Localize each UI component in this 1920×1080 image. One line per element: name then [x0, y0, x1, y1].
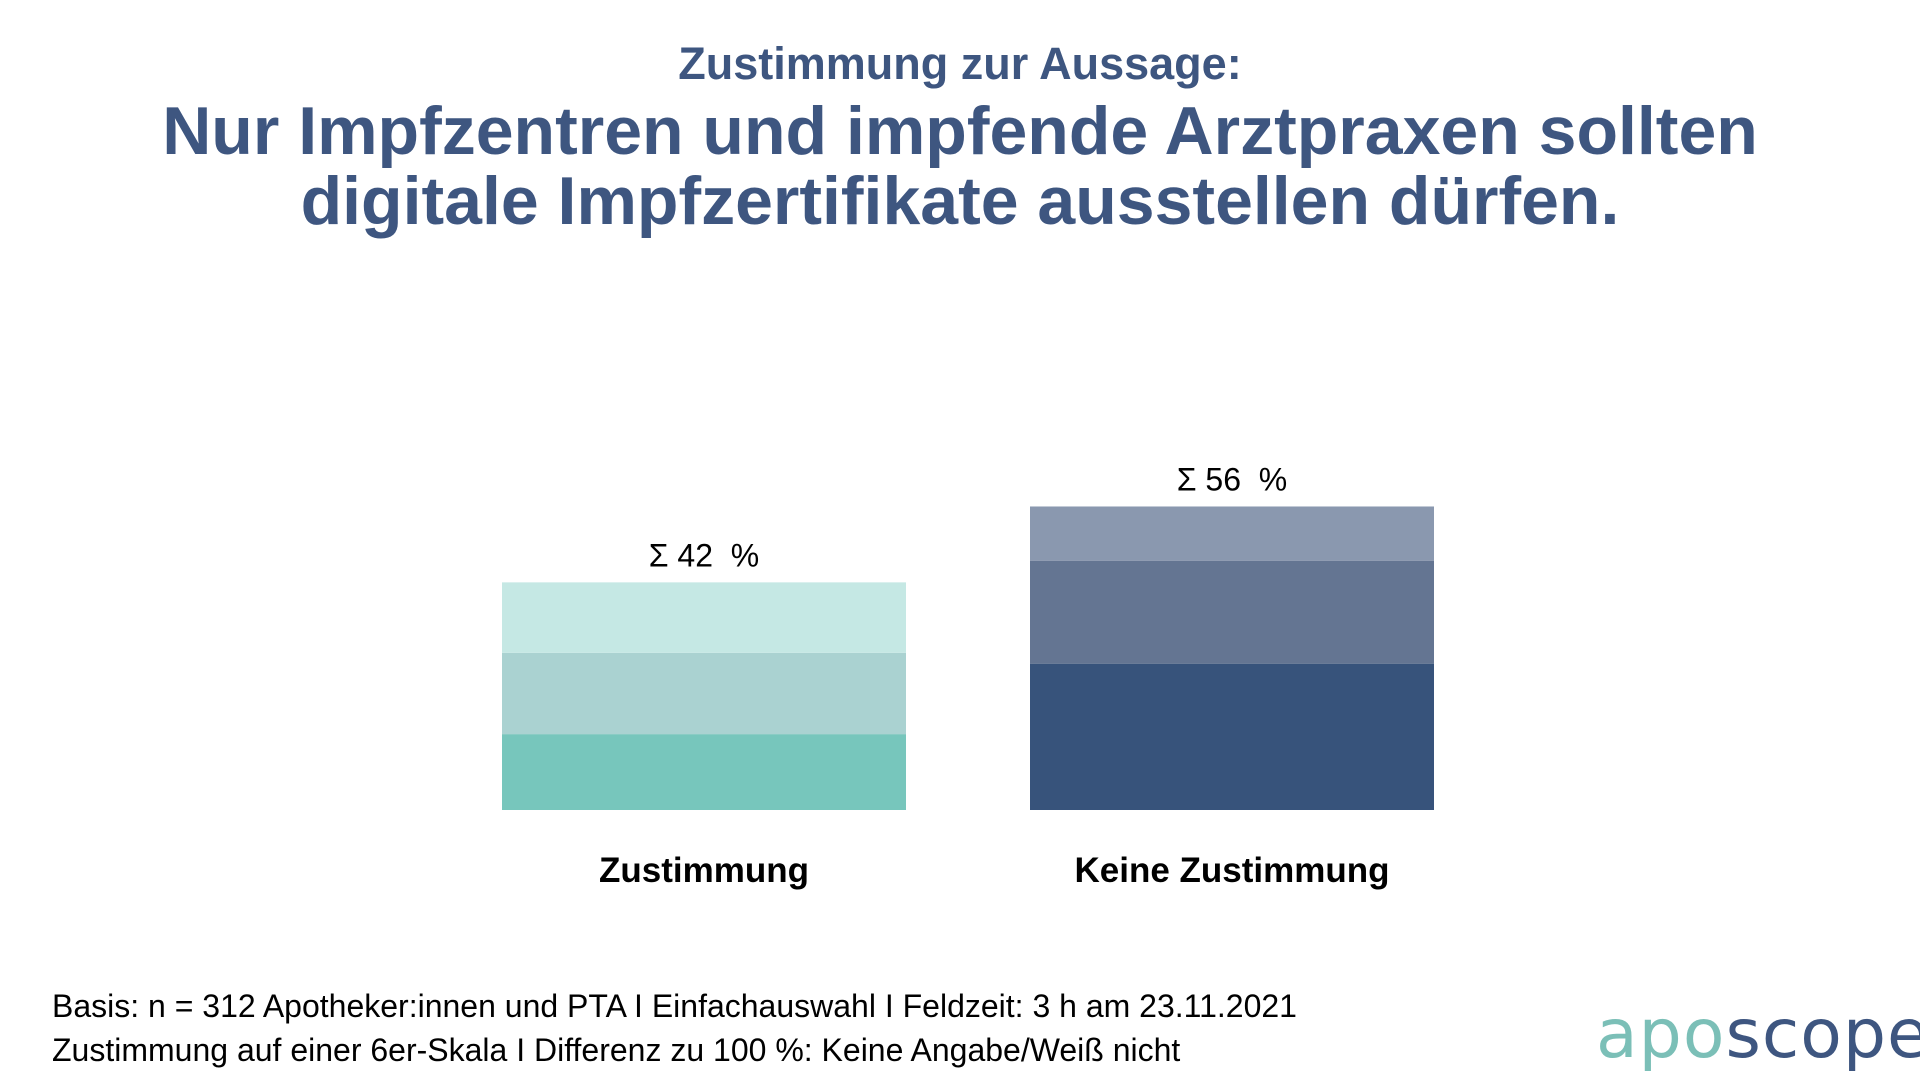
category-label: Keine Zustimmung — [1074, 851, 1389, 890]
bar-segment-2-1 — [1030, 663, 1434, 810]
bar-segment-1-3 — [502, 582, 906, 653]
footnote: Basis: n = 312 Apotheker:innen und PTA I… — [52, 984, 1297, 1072]
bar-segment-1-1 — [502, 734, 906, 810]
category-label: Zustimmung — [599, 851, 809, 890]
bar-segment-1-2 — [502, 652, 906, 735]
total-label: Σ 42 % — [649, 537, 760, 573]
footnote-scale: Zustimmung auf einer 6er-Skala I Differe… — [52, 1032, 1181, 1068]
total-label: Σ 56 % — [1177, 461, 1288, 497]
logo-part-apo: apo — [1596, 995, 1726, 1074]
logo-part-scope: scope — [1725, 995, 1920, 1074]
chart-subtitle: Zustimmung zur Aussage: — [678, 38, 1242, 89]
bar-segment-2-3 — [1030, 506, 1434, 561]
bar-segment-2-2 — [1030, 560, 1434, 664]
chart-title-line-1: Nur Impfzentren und impfende Arztpraxen … — [162, 93, 1758, 169]
chart-title: Nur Impfzentren und impfende Arztpraxen … — [0, 96, 1920, 236]
footnote-basis: Basis: n = 312 Apotheker:innen und PTA I… — [52, 988, 1297, 1024]
chart-title-line-2: digitale Impfzertifikate ausstellen dürf… — [300, 163, 1620, 239]
aposcope-logo: aposcope — [1596, 1000, 1920, 1070]
